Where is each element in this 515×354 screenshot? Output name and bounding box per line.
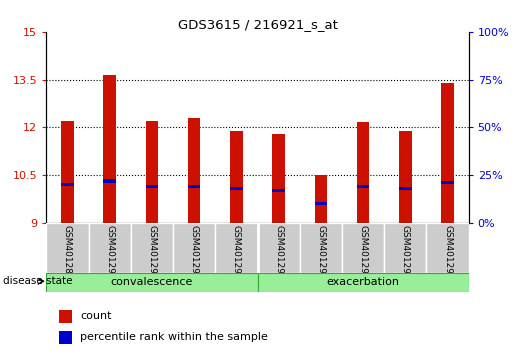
Bar — [300, 223, 342, 273]
Bar — [59, 331, 72, 343]
Text: disease state: disease state — [3, 276, 72, 286]
Bar — [230, 187, 243, 190]
Text: GSM401293: GSM401293 — [147, 225, 157, 280]
Text: GSM401295: GSM401295 — [190, 225, 199, 280]
Bar — [188, 185, 200, 188]
Bar — [59, 310, 72, 323]
Bar — [215, 223, 258, 273]
Bar — [173, 223, 215, 273]
Bar — [188, 118, 200, 223]
Text: GSM401294: GSM401294 — [358, 225, 368, 280]
Text: GSM401291: GSM401291 — [105, 225, 114, 280]
Bar — [357, 185, 369, 188]
Bar — [342, 223, 384, 273]
Bar — [272, 134, 285, 223]
Text: exacerbation: exacerbation — [327, 277, 400, 287]
Bar — [426, 223, 469, 273]
Bar — [104, 75, 116, 223]
Bar — [146, 121, 158, 223]
Bar — [131, 223, 173, 273]
Text: GSM401289: GSM401289 — [63, 225, 72, 280]
Bar — [89, 223, 131, 273]
Bar — [258, 273, 469, 292]
Bar — [399, 187, 411, 190]
Text: GSM401290: GSM401290 — [274, 225, 283, 280]
Bar — [357, 122, 369, 223]
Bar — [61, 183, 74, 187]
Text: GSM401298: GSM401298 — [443, 225, 452, 280]
Bar — [104, 179, 116, 183]
Bar — [46, 223, 89, 273]
Text: GSM401297: GSM401297 — [232, 225, 241, 280]
Text: convalescence: convalescence — [111, 277, 193, 287]
Bar — [61, 121, 74, 223]
Bar — [230, 131, 243, 223]
Text: percentile rank within the sample: percentile rank within the sample — [80, 332, 268, 342]
Bar — [258, 223, 300, 273]
Bar — [399, 131, 411, 223]
Bar — [384, 223, 426, 273]
Bar — [315, 175, 327, 223]
Text: GSM401292: GSM401292 — [316, 225, 325, 280]
Text: count: count — [80, 312, 112, 321]
Text: GSM401296: GSM401296 — [401, 225, 410, 280]
Bar — [46, 273, 258, 292]
Bar — [272, 189, 285, 192]
Bar — [441, 83, 454, 223]
Title: GDS3615 / 216921_s_at: GDS3615 / 216921_s_at — [178, 18, 337, 31]
Bar — [315, 202, 327, 206]
Bar — [441, 181, 454, 184]
Bar — [146, 185, 158, 188]
